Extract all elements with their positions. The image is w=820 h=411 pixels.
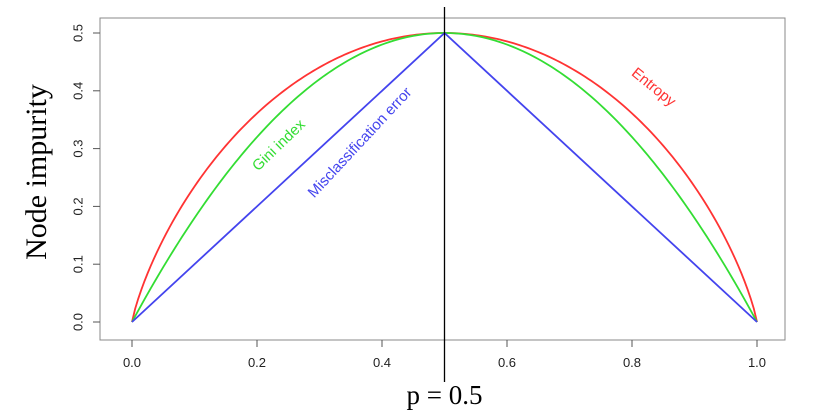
- y-tick-label: 0.2: [70, 197, 85, 215]
- axes: 0.0 0.2 0.4 0.6 0.8 1.0 0.0 0.1 0.2 0.3 0.4 0.5: [70, 24, 766, 370]
- y-axis-title: Node impurity: [20, 84, 53, 260]
- p-half-label: p = 0.5: [407, 380, 483, 410]
- x-tick-label: 0.6: [498, 355, 516, 370]
- y-tick-label: 0.3: [70, 140, 85, 158]
- plot-frame: [99, 17, 786, 341]
- y-tick-label: 0.1: [70, 255, 85, 273]
- y-tick-label: 0.4: [70, 82, 85, 100]
- curve-label: Entropy: [628, 64, 679, 110]
- x-tick-label: 0.4: [373, 355, 391, 370]
- y-tick-label: 0.0: [70, 313, 85, 331]
- y-tick-label: 0.5: [70, 24, 85, 42]
- x-tick-label: 0.2: [248, 355, 266, 370]
- x-tick-label: 1.0: [748, 355, 766, 370]
- x-tick-label: 0.0: [123, 355, 141, 370]
- x-tick-label: 0.8: [623, 355, 641, 370]
- curve-label: Misclassification error: [305, 84, 416, 201]
